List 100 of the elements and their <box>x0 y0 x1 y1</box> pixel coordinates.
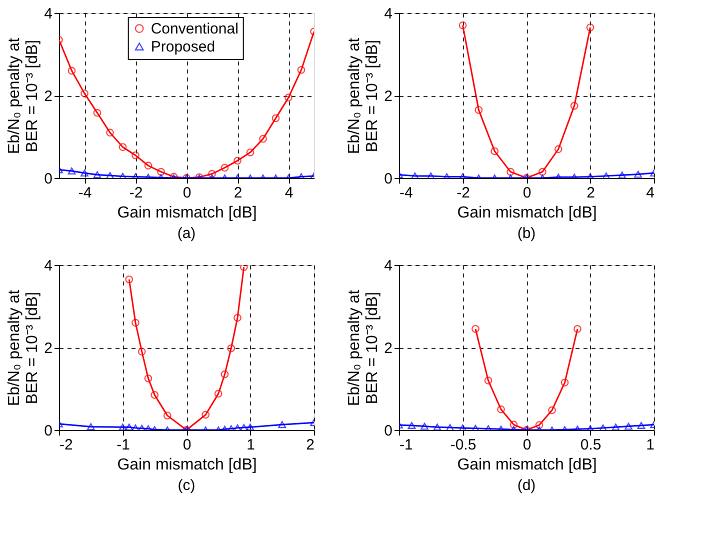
x-tick-label: -0.5 <box>450 436 476 454</box>
point <box>538 168 546 176</box>
point <box>68 66 76 75</box>
y-tick-label: 2 <box>384 340 392 357</box>
point <box>220 370 229 378</box>
point <box>214 390 222 398</box>
point <box>240 265 248 272</box>
x-tick-label: 0 <box>522 436 532 454</box>
y-axis-title: Eb/N₀ penalty at BER = 10⁻³ [dB] <box>6 37 42 154</box>
x-tick-label: -4 <box>400 184 413 202</box>
point <box>68 167 76 174</box>
point <box>144 374 152 382</box>
x-tick-label: 1 <box>646 436 654 454</box>
x-axis-title: Gain mismatch [dB] <box>117 456 257 474</box>
y-axis-title: Eb/N₀ penalty at BER = 10⁻³ [dB] <box>346 37 382 154</box>
x-tick-label: 0 <box>522 184 532 202</box>
point <box>554 145 562 154</box>
point <box>506 168 515 176</box>
x-tick-label: -4 <box>78 184 92 202</box>
point <box>246 424 254 430</box>
y-tick-label: 4 <box>44 6 52 22</box>
point <box>220 164 229 172</box>
x-tick-label: 2 <box>306 436 314 454</box>
point <box>637 422 646 429</box>
x-tick-label: 0 <box>182 436 192 454</box>
point <box>586 23 594 32</box>
point <box>618 172 626 178</box>
point <box>272 114 280 122</box>
point <box>157 168 165 176</box>
point <box>535 421 544 429</box>
point <box>259 134 267 143</box>
point <box>234 314 242 322</box>
x-tick-label: -2 <box>60 436 73 454</box>
y-tick-label: 4 <box>384 6 392 22</box>
point <box>208 170 216 178</box>
x-tick-label: 1 <box>246 436 255 454</box>
y-tick-label: 0 <box>384 170 392 188</box>
x-tick-label: 0 <box>182 184 192 202</box>
y-tick-label: 2 <box>44 88 52 105</box>
point <box>138 348 146 356</box>
point <box>278 421 286 428</box>
x-tick-label: 4 <box>284 184 294 202</box>
x-tick-label: 2 <box>586 184 595 202</box>
point <box>118 424 127 430</box>
point <box>86 423 95 430</box>
y-tick-label: 2 <box>384 88 392 105</box>
x-tick-label: 2 <box>234 184 242 202</box>
text: (d) <box>517 477 536 494</box>
point <box>548 406 556 414</box>
point <box>106 172 114 178</box>
point <box>510 420 518 429</box>
point <box>484 376 492 384</box>
point <box>150 390 159 399</box>
point <box>474 106 483 114</box>
x-tick-label: -2 <box>456 184 470 202</box>
point <box>125 275 134 284</box>
point <box>599 424 607 430</box>
point <box>80 89 88 98</box>
legend-label: Proposed <box>150 38 216 56</box>
point <box>410 172 419 178</box>
point <box>246 148 254 156</box>
point <box>118 143 127 152</box>
x-tick-label: -1 <box>400 436 413 454</box>
point <box>125 424 134 430</box>
point <box>93 108 102 117</box>
y-axis-title: Eb/N₀ penalty at BER = 10⁻³ [dB] <box>6 289 42 406</box>
legend-label: Conventional <box>150 20 238 38</box>
point <box>234 156 242 165</box>
y-axis-title: Eb/N₀ penalty at BER = 10⁻³ [dB] <box>346 289 382 406</box>
point <box>106 128 114 137</box>
point <box>202 410 210 419</box>
point <box>240 424 248 430</box>
x-tick-label: -1 <box>116 436 130 454</box>
point <box>624 422 632 430</box>
point <box>93 171 102 178</box>
point <box>132 424 140 430</box>
point <box>234 424 242 430</box>
point <box>297 66 306 74</box>
point <box>574 324 582 333</box>
y-tick-label: 0 <box>44 422 52 440</box>
x-axis-title: Gain mismatch [dB] <box>457 204 597 222</box>
point <box>408 422 416 429</box>
point <box>560 378 569 387</box>
point <box>570 102 578 110</box>
x-axis-title: Gain mismatch [dB] <box>457 456 597 474</box>
y-tick-label: 0 <box>44 170 52 188</box>
point <box>433 424 442 430</box>
point <box>284 94 292 102</box>
y-tick-label: 0 <box>384 422 392 440</box>
point <box>472 324 480 333</box>
point <box>490 147 499 156</box>
point <box>446 424 454 430</box>
point <box>612 424 620 430</box>
x-tick-label: 4 <box>646 184 654 202</box>
x-tick-label: 0.5 <box>580 436 602 454</box>
x-axis-title: Gain mismatch [dB] <box>117 204 257 222</box>
text: (b) <box>517 225 536 242</box>
y-tick-label: 4 <box>44 258 52 274</box>
point <box>227 344 236 352</box>
text: (c) <box>178 477 196 494</box>
